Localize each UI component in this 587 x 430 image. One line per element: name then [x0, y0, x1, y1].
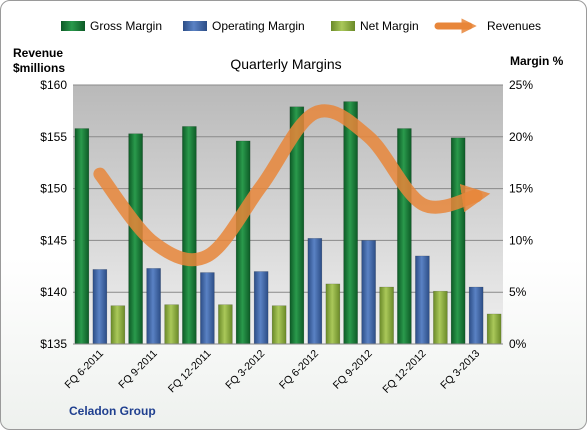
right-tick-label: 0% — [509, 337, 527, 351]
category-label: FQ 3-2012 — [223, 348, 267, 392]
left-tick-label: $155 — [40, 130, 67, 144]
legend-item-gross-margin[interactable]: Gross Margin — [61, 19, 162, 33]
category-label: FQ 9-2012 — [331, 348, 375, 392]
net-margin-bar[interactable] — [164, 304, 179, 345]
gross-margin-bar[interactable] — [397, 128, 412, 345]
category-label: FQ 9-2011 — [116, 348, 160, 392]
left-axis-title-line1: Revenue — [13, 46, 63, 60]
operating-margin-bar[interactable] — [146, 268, 161, 345]
category-label: FQ 12-2012 — [380, 348, 428, 396]
net-margin-bar[interactable] — [433, 290, 448, 345]
gross-margin-bar[interactable] — [235, 140, 251, 345]
left-tick-label: $135 — [40, 337, 67, 351]
right-tick-label: 10% — [509, 233, 533, 247]
right-tick-label: 20% — [509, 130, 533, 144]
legend-swatch-operating-margin — [183, 21, 207, 31]
net-margin-bar[interactable] — [110, 305, 126, 345]
right-axis-title: Margin % — [510, 54, 564, 68]
net-margin-bar[interactable] — [271, 305, 287, 345]
bars — [74, 101, 502, 345]
plot-area — [73, 85, 503, 344]
operating-margin-bar[interactable] — [307, 238, 323, 345]
operating-margin-bar[interactable] — [253, 271, 269, 345]
left-axis-ticks: $135 $140 $145 $150 $155 $160 — [40, 78, 67, 351]
net-margin-bar[interactable] — [379, 286, 394, 345]
gross-margin-bar[interactable] — [450, 137, 466, 345]
left-tick-label: $140 — [40, 285, 67, 299]
right-tick-label: 5% — [509, 285, 527, 299]
legend: Gross Margin Operating Margin Net Margin… — [61, 18, 541, 34]
legend-item-operating-margin[interactable]: Operating Margin — [183, 19, 305, 33]
operating-margin-bar[interactable] — [415, 255, 430, 345]
legend-label-revenues: Revenues — [487, 19, 541, 33]
legend-item-revenues[interactable]: Revenues — [434, 18, 541, 34]
net-margin-bar[interactable] — [325, 283, 341, 345]
legend-item-net-margin[interactable]: Net Margin — [331, 19, 419, 33]
operating-margin-bar[interactable] — [92, 269, 108, 345]
revenue-line[interactable] — [93, 104, 491, 267]
revenue-line-layer — [93, 104, 491, 267]
legend-swatch-net-margin — [331, 21, 355, 31]
operating-margin-bar[interactable] — [468, 286, 484, 345]
operating-margin-bar[interactable] — [361, 240, 376, 345]
gross-margin-bar[interactable] — [74, 128, 90, 345]
category-label: FQ 3-2013 — [438, 348, 482, 392]
left-tick-label: $145 — [40, 233, 67, 247]
company-name: Celadon Group — [69, 404, 156, 418]
legend-label-operating-margin: Operating Margin — [212, 19, 305, 33]
net-margin-bar[interactable] — [218, 304, 233, 345]
gross-margin-bar[interactable] — [343, 101, 358, 345]
operating-margin-bar[interactable] — [200, 272, 215, 345]
legend-label-net-margin: Net Margin — [360, 19, 419, 33]
right-axis-ticks: 0% 5% 10% 15% 20% 25% — [509, 78, 533, 351]
chart-title: Quarterly Margins — [230, 56, 341, 72]
left-tick-label: $160 — [40, 78, 67, 92]
category-label: FQ 6-2012 — [277, 348, 321, 392]
category-labels: FQ 6-2011 FQ 9-2011 FQ 12-2011 FQ 3-2012 FQ … — [63, 348, 483, 396]
gross-margin-bar[interactable] — [182, 126, 197, 345]
category-label: FQ 6-2011 — [63, 348, 107, 392]
left-tick-label: $150 — [40, 182, 67, 196]
right-tick-label: 25% — [509, 78, 533, 92]
net-margin-bar[interactable] — [486, 313, 502, 345]
right-tick-label: 15% — [509, 182, 533, 196]
legend-label-gross-margin: Gross Margin — [90, 19, 162, 33]
legend-swatch-gross-margin — [61, 21, 85, 31]
left-axis-title-line2: $millions — [13, 61, 65, 75]
category-label: FQ 12-2011 — [166, 348, 214, 396]
